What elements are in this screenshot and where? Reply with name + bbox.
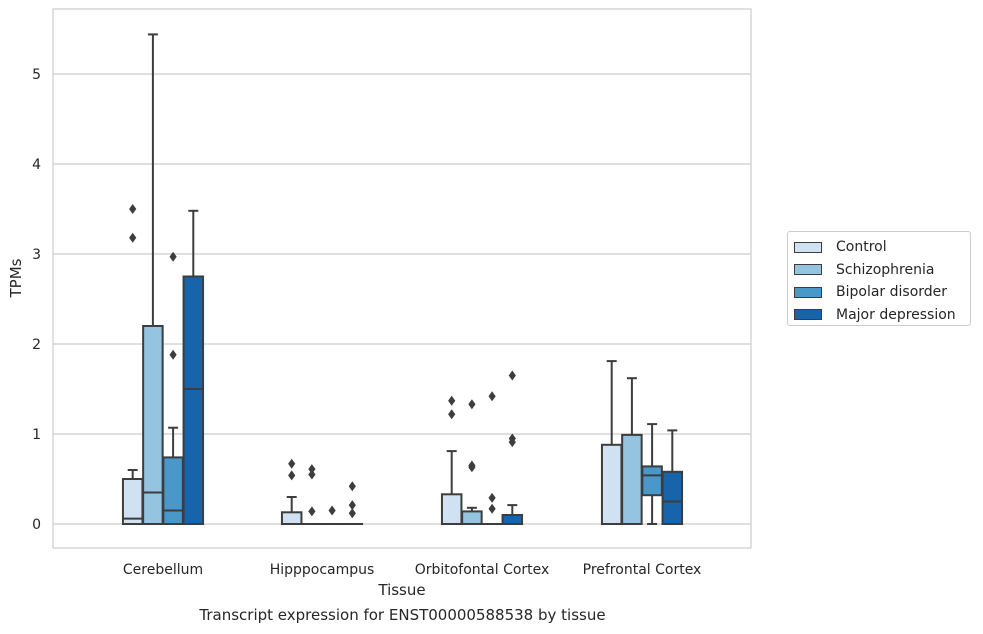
box [162,456,184,525]
box-group [461,399,483,525]
box-group [280,458,303,525]
outlier-point [308,469,316,480]
y-tick-label: 2 [32,337,41,353]
legend-swatch [794,309,822,321]
x-tick-label: Prefrontal Cortex [583,562,702,578]
box [142,325,164,525]
box-group [481,391,503,526]
outlier-point [169,251,177,262]
legend-swatch [794,264,822,276]
outlier-point [288,458,296,469]
legend: Control Schizophrenia Bipolar disorder Majo… [787,231,971,326]
x-tick-label: Cerebellum [123,562,203,578]
y-tick-label: 1 [32,427,41,443]
legend-label: Bipolar disorder [836,284,948,301]
y-tick-label: 4 [32,157,41,173]
legend-item: Schizophrenia [794,259,964,282]
outlier-point [448,395,456,406]
legend-label: Schizophrenia [836,261,935,278]
x-tick-label: Orbitofontal Cortex [415,562,550,578]
legend-item: Major depression [794,304,964,327]
legend-label: Control [836,239,887,256]
outlier-point [308,464,316,475]
outlier-point [348,500,356,511]
box-group [121,204,144,525]
box-group [440,395,463,525]
figure-caption: Transcript expression for ENST0000058853… [199,606,606,624]
box-group [600,360,623,525]
box-group [301,464,323,526]
outlier-point [508,370,516,381]
y-axis-title: TPMs [7,258,25,298]
legend-swatch [794,241,822,253]
box-group [621,377,643,525]
box-group [162,251,184,525]
outlier-point [328,505,336,516]
box-group [321,505,343,526]
outlier-point [468,460,476,471]
x-axis-ticks: Cerebellum Hipppocampus Orbitofontal Corte… [123,562,701,578]
box [600,443,623,525]
box-group [661,429,684,525]
outlier-point [448,409,456,420]
legend-swatch [794,286,822,298]
boxes [121,33,684,526]
box-group [641,423,663,525]
outlier-point [348,508,356,519]
outlier-point [488,492,496,503]
outlier-point [308,506,316,517]
box-group [501,370,524,525]
outlier-point [129,204,137,214]
outlier-point [288,470,296,481]
outlier-point [129,232,137,243]
legend-label: Major depression [836,306,956,323]
y-tick-label: 5 [32,67,41,83]
outlier-point [348,481,356,492]
legend-item: Bipolar disorder [794,281,964,304]
outlier-point [508,433,516,444]
box [641,465,663,497]
box-group [182,209,205,525]
plot-frame [52,8,752,549]
box [440,493,463,525]
outlier-point [468,399,476,410]
legend-item: Control [794,236,964,259]
box-group [142,33,164,525]
outlier-point [488,391,496,402]
box [661,470,684,525]
box [280,511,303,525]
x-axis-title: Tissue [377,581,425,599]
box [501,514,524,525]
y-axis-ticks: 0 1 2 3 4 5 [32,67,41,533]
box [621,433,643,525]
x-tick-label: Hipppocampus [270,562,375,578]
outlier-point [169,349,177,360]
box-group [341,481,364,526]
y-tick-label: 3 [32,247,41,263]
outlier-point [488,503,496,514]
box [461,510,483,525]
y-tick-label: 0 [32,517,41,533]
box [121,478,144,525]
box [182,275,205,525]
